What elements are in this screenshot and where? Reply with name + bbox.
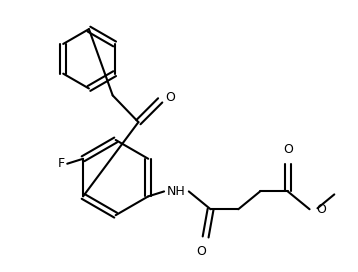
Text: F: F bbox=[58, 157, 65, 170]
Text: O: O bbox=[283, 143, 293, 156]
Text: O: O bbox=[165, 91, 175, 104]
Text: O: O bbox=[197, 245, 207, 258]
Text: O: O bbox=[316, 203, 326, 216]
Text: NH: NH bbox=[166, 185, 185, 198]
